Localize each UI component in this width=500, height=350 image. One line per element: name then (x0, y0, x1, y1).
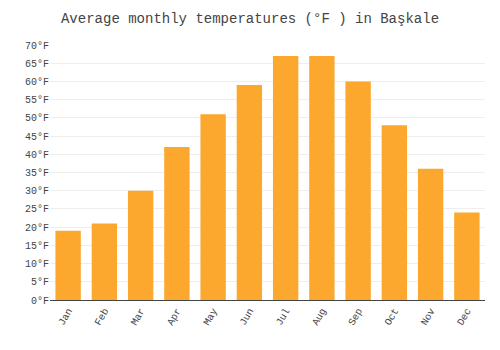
svg-text:Sep: Sep (347, 307, 366, 328)
svg-text:10°F: 10°F (25, 259, 49, 270)
svg-text:45°F: 45°F (25, 132, 49, 143)
svg-text:20°F: 20°F (25, 223, 49, 234)
svg-text:Jun: Jun (238, 307, 257, 328)
svg-text:May: May (202, 307, 221, 328)
svg-text:40°F: 40°F (25, 150, 49, 161)
svg-text:15°F: 15°F (25, 241, 49, 252)
svg-text:Feb: Feb (93, 307, 112, 328)
svg-text:Nov: Nov (419, 307, 438, 328)
svg-text:35°F: 35°F (25, 168, 49, 179)
svg-text:0°F: 0°F (31, 296, 49, 307)
svg-text:Aug: Aug (310, 307, 329, 328)
svg-text:Apr: Apr (165, 307, 184, 328)
svg-text:30°F: 30°F (25, 186, 49, 197)
svg-text:5°F: 5°F (31, 277, 49, 288)
svg-text:Average monthly temperatures (: Average monthly temperatures (°F ) in Ba… (61, 11, 439, 27)
svg-text:70°F: 70°F (25, 41, 49, 52)
svg-text:55°F: 55°F (25, 95, 49, 106)
svg-text:50°F: 50°F (25, 113, 49, 124)
svg-text:Mar: Mar (129, 307, 148, 328)
svg-text:Oct: Oct (383, 307, 402, 328)
svg-text:Jan: Jan (57, 307, 76, 328)
svg-text:65°F: 65°F (25, 59, 49, 70)
svg-text:Dec: Dec (455, 307, 474, 328)
svg-text:Jul: Jul (274, 307, 293, 328)
svg-text:60°F: 60°F (25, 77, 49, 88)
svg-text:25°F: 25°F (25, 204, 49, 215)
